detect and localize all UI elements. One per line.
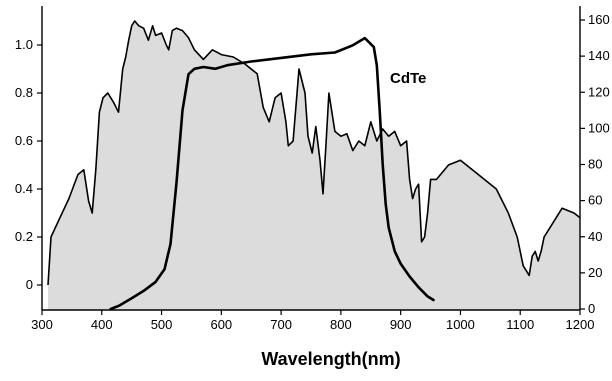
line-layer xyxy=(109,36,435,311)
y-left-tick-label: 0.2 xyxy=(15,229,33,244)
cdte-annotation: CdTe xyxy=(390,70,426,87)
y-right-tick-label: 140 xyxy=(588,48,610,63)
y-left-tick-label: 0 xyxy=(26,277,33,292)
x-tick-label: 1100 xyxy=(506,317,534,332)
x-tick-label: 400 xyxy=(91,317,113,332)
x-tick-label: 300 xyxy=(31,317,53,332)
x-tick-label: 1200 xyxy=(566,317,595,332)
y-right-tick-label: 0 xyxy=(588,301,595,316)
x-tick-label: 500 xyxy=(151,317,173,332)
y-right-tick-label: 100 xyxy=(588,120,610,135)
x-tick-label: 1000 xyxy=(446,317,475,332)
y-right-tick-label: 160 xyxy=(588,12,610,27)
spectral-response-line xyxy=(109,36,435,311)
area-layer xyxy=(47,20,581,310)
y-left-tick-label: 0.6 xyxy=(15,133,33,148)
y-right-tick-label: 40 xyxy=(588,229,602,244)
x-axis-label: Wavelength(nm) xyxy=(261,349,400,369)
x-tick-label: 700 xyxy=(270,317,292,332)
spectrum-area-fill xyxy=(48,21,580,310)
x-tick-label: 600 xyxy=(210,317,232,332)
x-tick-label: 800 xyxy=(330,317,352,332)
y-right-tick-label: 20 xyxy=(588,265,602,280)
spectrum-area-outline xyxy=(47,20,581,286)
x-tick-label: 900 xyxy=(390,317,412,332)
y-right-tick-label: 120 xyxy=(588,84,610,99)
ticks-layer: 300 400 500 600 700 800 900 1000 1100 120000.20.4… xyxy=(15,12,610,332)
y-left-tick-label: 0.4 xyxy=(15,181,33,196)
y-left-tick-label: 0.8 xyxy=(15,85,33,100)
y-right-tick-label: 80 xyxy=(588,157,602,172)
y-right-tick-label: 60 xyxy=(588,193,602,208)
y-left-tick-label: 1.0 xyxy=(15,37,33,52)
